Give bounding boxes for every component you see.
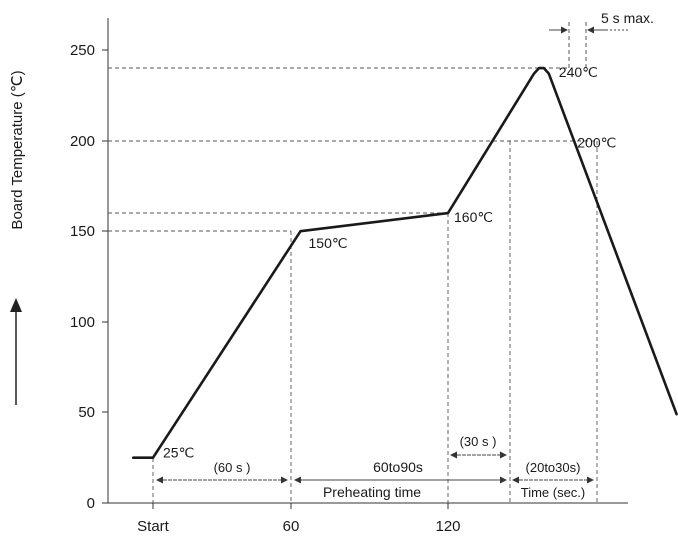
label-20to30s: (20to30s): [526, 460, 581, 475]
x-tick-marks: [152, 503, 449, 509]
profile-point-0: [132, 456, 135, 459]
x-tick-label-60: 60: [283, 518, 300, 535]
temperature-profile-line: [132, 66, 678, 460]
profile-point-6: [543, 67, 545, 69]
point-label-2: 160℃: [454, 209, 493, 225]
profile-point-7: [547, 72, 550, 75]
y-axis-up-arrowhead: [10, 298, 22, 312]
y-tick-label-200: 200: [70, 133, 95, 150]
y-tick-label-100: 100: [70, 314, 95, 331]
profile-point-3: [447, 212, 449, 214]
profile-point-4: [533, 72, 535, 75]
profile-point-1: [152, 456, 154, 459]
label-60to90s: 60to90s: [373, 459, 423, 475]
point-label-4: 200℃: [577, 135, 616, 151]
y-tick-label-0: 0: [87, 495, 95, 512]
interval-arrows: [156, 451, 594, 484]
y-tick-label-150: 150: [70, 223, 95, 240]
profile-point-5: [538, 67, 540, 69]
point-label-1: 150℃: [309, 235, 348, 251]
profile-point-8: [675, 413, 678, 416]
temperature-profile-series: [132, 66, 678, 460]
label-60s: (60 s ): [214, 460, 251, 475]
point-label-3: 240℃: [559, 64, 598, 80]
five-second-window: [549, 22, 628, 72]
profile-point-2: [299, 230, 302, 232]
five-s-max-label: 5 s max.: [601, 10, 654, 26]
x-tick-label-start: Start: [137, 518, 170, 535]
y-tick-marks: [102, 49, 108, 504]
point-label-0: 25℃: [163, 445, 194, 461]
point-labels: 25℃ 150℃ 160℃ 240℃ 200℃: [163, 64, 616, 461]
label-30s: (30 s ): [460, 434, 497, 449]
y-tick-label-250: 250: [70, 42, 95, 59]
x-tick-label-120: 120: [435, 518, 460, 535]
y-tick-label-50: 50: [78, 404, 95, 421]
y-axis-title: Board Temperature (℃): [9, 70, 26, 229]
reference-lines: [108, 67, 598, 503]
label-time-sec: Time (sec.): [521, 485, 586, 500]
label-preheating-time: Preheating time: [323, 484, 421, 500]
